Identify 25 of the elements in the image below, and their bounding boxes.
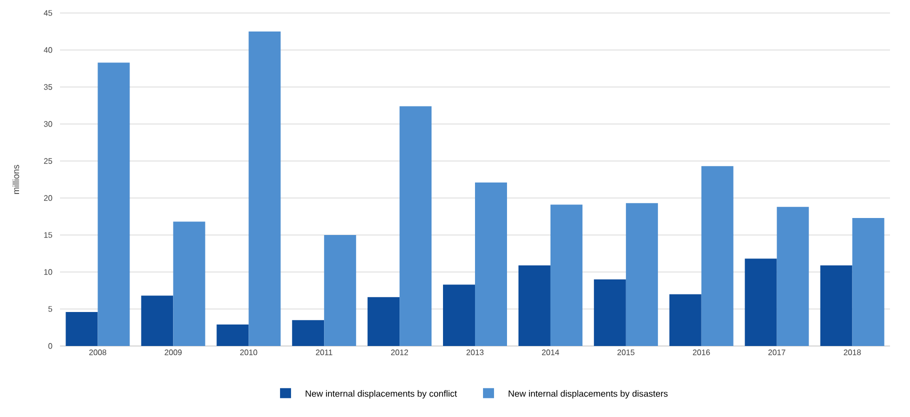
bar — [292, 320, 324, 346]
bar — [400, 106, 432, 346]
bar — [368, 297, 400, 346]
bar — [324, 235, 356, 346]
bar — [701, 166, 734, 346]
y-axis-title: millions — [12, 164, 20, 194]
legend-label: New internal displacements by conflict — [306, 390, 457, 399]
bar — [98, 62, 130, 346]
bar — [820, 265, 852, 346]
bar — [550, 204, 582, 346]
bar — [216, 324, 249, 346]
bar — [776, 206, 809, 346]
legend-label: New internal displacements by disasters — [508, 390, 668, 399]
bar — [66, 312, 98, 346]
bar — [173, 222, 206, 346]
bar — [852, 218, 884, 346]
bar — [518, 265, 550, 346]
bar — [669, 294, 702, 346]
bar — [443, 284, 476, 346]
bar — [626, 203, 658, 346]
bar — [744, 258, 777, 346]
bar — [141, 296, 174, 346]
bar — [248, 32, 281, 346]
bar — [475, 182, 508, 346]
bar — [594, 279, 626, 346]
